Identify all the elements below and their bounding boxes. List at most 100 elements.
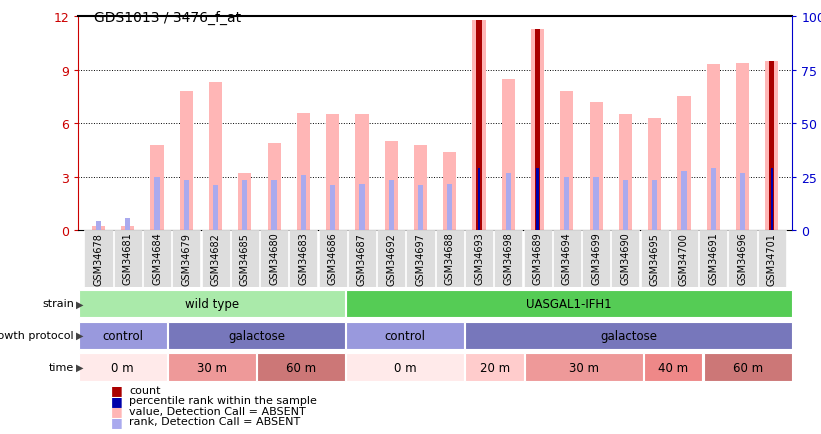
Text: 60 m: 60 m [287, 361, 316, 374]
Bar [478, 168, 480, 230]
Bar [346, 290, 791, 317]
Bar [85, 230, 112, 287]
Text: GSM34684: GSM34684 [152, 232, 162, 285]
Bar [79, 354, 167, 381]
Bar [494, 230, 522, 287]
Bar [184, 181, 189, 230]
Bar [476, 168, 482, 230]
Bar [143, 230, 171, 287]
Text: ■: ■ [111, 404, 122, 418]
Text: wild type: wild type [185, 297, 239, 310]
Bar [466, 354, 524, 381]
Bar [122, 227, 135, 230]
Bar [238, 174, 251, 230]
Text: rank, Detection Call = ABSENT: rank, Detection Call = ABSENT [129, 417, 300, 427]
Text: GSM34688: GSM34688 [445, 232, 455, 285]
Bar [704, 354, 791, 381]
Bar [771, 168, 773, 230]
Bar [652, 181, 658, 230]
Bar [640, 230, 669, 287]
Bar [582, 230, 610, 287]
Bar [728, 230, 757, 287]
Text: 60 m: 60 m [732, 361, 763, 374]
Bar [765, 62, 778, 230]
Text: control: control [102, 329, 143, 342]
Text: GSM34697: GSM34697 [415, 232, 425, 285]
Bar [360, 184, 365, 230]
Bar [443, 152, 456, 230]
Bar [619, 115, 632, 230]
Bar [348, 230, 376, 287]
Bar [125, 218, 131, 230]
Text: GSM34685: GSM34685 [240, 232, 250, 285]
Text: UASGAL1-IFH1: UASGAL1-IFH1 [526, 297, 612, 310]
Bar [535, 168, 540, 230]
Text: GSM34701: GSM34701 [767, 232, 777, 285]
Bar [346, 322, 465, 349]
Bar [466, 322, 791, 349]
Bar [346, 354, 465, 381]
Text: GSM34689: GSM34689 [533, 232, 543, 285]
Bar [180, 92, 193, 230]
Bar [289, 230, 318, 287]
Text: GSM34682: GSM34682 [210, 232, 221, 285]
Text: galactose: galactose [228, 329, 285, 342]
Bar [355, 115, 369, 230]
Bar [319, 230, 346, 287]
Bar [150, 145, 163, 230]
Bar [167, 354, 256, 381]
Bar [536, 168, 539, 230]
Bar [300, 175, 306, 230]
Bar [326, 115, 339, 230]
Bar [242, 181, 247, 230]
Text: count: count [129, 385, 160, 395]
Text: ■: ■ [111, 415, 122, 428]
Text: ■: ■ [111, 394, 122, 407]
Bar [648, 118, 661, 230]
Bar [769, 168, 774, 230]
Text: GSM34691: GSM34691 [709, 232, 718, 285]
Bar [677, 97, 690, 230]
Bar [231, 230, 259, 287]
Text: GSM34699: GSM34699 [591, 232, 601, 285]
Bar [418, 186, 423, 230]
Bar [681, 172, 686, 230]
Bar [257, 354, 346, 381]
Bar [201, 230, 230, 287]
Bar [699, 230, 727, 287]
Bar [154, 177, 159, 230]
Bar [114, 230, 142, 287]
Bar [506, 174, 511, 230]
Text: GSM34692: GSM34692 [386, 232, 397, 285]
Text: time: time [48, 362, 74, 372]
Bar [414, 145, 427, 230]
Bar [612, 230, 640, 287]
Bar [172, 230, 200, 287]
Text: GSM34694: GSM34694 [562, 232, 572, 285]
Bar [436, 230, 464, 287]
Text: galactose: galactose [600, 329, 657, 342]
Bar [531, 30, 544, 230]
Bar [623, 181, 628, 230]
Text: GSM34678: GSM34678 [94, 232, 103, 285]
Bar [472, 21, 486, 230]
Bar [213, 186, 218, 230]
Text: GSM34690: GSM34690 [621, 232, 631, 285]
Bar [406, 230, 434, 287]
Text: GSM34681: GSM34681 [123, 232, 133, 285]
Bar [388, 181, 394, 230]
Text: GSM34700: GSM34700 [679, 232, 689, 285]
Text: 30 m: 30 m [569, 361, 599, 374]
Text: strain: strain [42, 299, 74, 309]
Bar [758, 230, 786, 287]
Bar [564, 177, 570, 230]
Bar [476, 21, 482, 230]
Text: GSM34693: GSM34693 [474, 232, 484, 285]
Bar [535, 30, 540, 230]
Text: 0 m: 0 m [394, 361, 417, 374]
Bar [268, 144, 281, 230]
Text: 40 m: 40 m [658, 361, 688, 374]
Bar [502, 79, 515, 230]
Bar [92, 227, 105, 230]
Bar [594, 177, 599, 230]
